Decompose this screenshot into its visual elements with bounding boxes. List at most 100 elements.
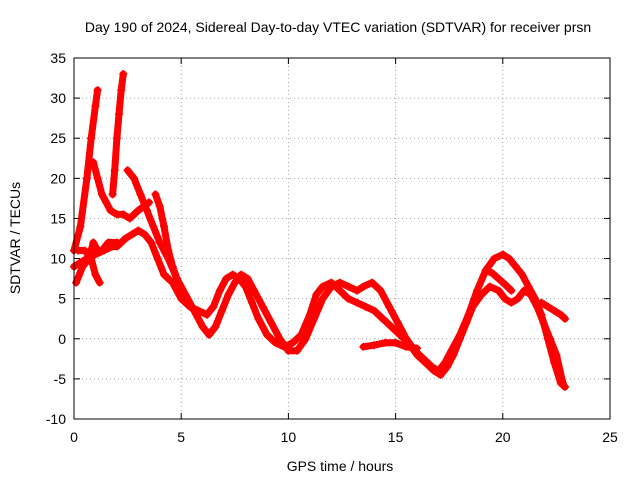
series-track-3 [89,158,154,223]
data-point [335,278,344,287]
data-point [121,234,130,243]
data-point [93,86,102,95]
y-tick-label: 5 [58,291,66,307]
data-point [391,338,400,347]
data-point [387,322,396,331]
series-track-10 [481,266,516,295]
data-point [134,206,143,215]
data-point [247,298,256,307]
data-point [543,302,552,311]
data-point [530,294,539,303]
data-point [89,238,98,247]
data-point [115,110,124,119]
data-point [130,174,139,183]
data-point [100,246,109,255]
data-point [434,366,443,375]
x-tick-label: 25 [602,429,618,445]
x-tick-label: 10 [281,429,297,445]
data-point [190,306,199,315]
data-point [518,270,527,279]
data-point [82,254,91,263]
data-point [353,286,362,295]
data-point [361,302,370,311]
data-point [224,290,233,299]
data-point [507,298,516,307]
data-point [440,358,449,367]
data-point [228,270,237,279]
axis-ticks: 0 5 10 15 20 25 -10 -5 0 5 10 15 20 25 30 35 [46,50,618,445]
data-point [419,354,428,363]
x-tick-label: 20 [495,429,511,445]
data-point [262,330,271,339]
y-tick-label: 15 [50,210,66,226]
data-point [447,346,456,355]
data-point [359,342,368,351]
data-point [155,238,164,247]
y-tick-label: 25 [50,130,66,146]
data-point [123,166,132,175]
data-point [230,278,239,287]
data-point [119,70,128,79]
data-point [537,310,546,319]
data-point [80,246,89,255]
data-point [89,158,98,167]
data-point [76,222,85,231]
data-point [288,338,297,347]
data-point [464,310,473,319]
series-track-8 [151,190,181,283]
data-point [485,282,494,291]
data-point [108,190,117,199]
series-track-9 [359,338,422,353]
data-point [149,222,158,231]
data-point [490,254,499,263]
data-point [267,318,276,327]
data-point [250,286,259,295]
data-point [318,282,327,291]
data-point [560,314,569,323]
x-tick-label: 5 [177,429,185,445]
data-point [160,222,169,231]
data-point [198,322,207,331]
data-point [106,206,115,215]
y-tick-label: -5 [54,371,67,387]
data-point [97,190,106,199]
data-point [524,282,533,291]
data-point [172,274,181,283]
data-point [181,290,190,299]
data-point [505,254,514,263]
data-point [142,206,151,215]
data-point [82,174,91,183]
data-point [211,322,220,331]
data-point [428,362,437,371]
data-point [500,280,509,289]
data-point [284,346,293,355]
data-point [543,334,552,343]
data-point [136,190,145,199]
data-point [222,274,231,283]
y-tick-label: -10 [46,411,66,427]
data-point [271,338,280,347]
data-point [335,286,344,295]
data-point [550,306,559,315]
data-point [119,210,128,219]
data-point [292,346,301,355]
data-point [134,226,143,235]
grid [74,58,610,419]
data-point [318,294,327,303]
data-point [473,286,482,295]
data-point [243,274,252,283]
data-point [556,378,565,387]
data-point [168,262,177,271]
data-point [164,246,173,255]
data-point [102,198,111,207]
series-track-11 [537,298,569,323]
data-point [327,282,336,291]
data-point [91,270,100,279]
data-point [310,314,319,323]
data-point [254,314,263,323]
data-point [93,174,102,183]
data-point [455,330,464,339]
data-point [110,166,119,175]
data-point [237,270,246,279]
